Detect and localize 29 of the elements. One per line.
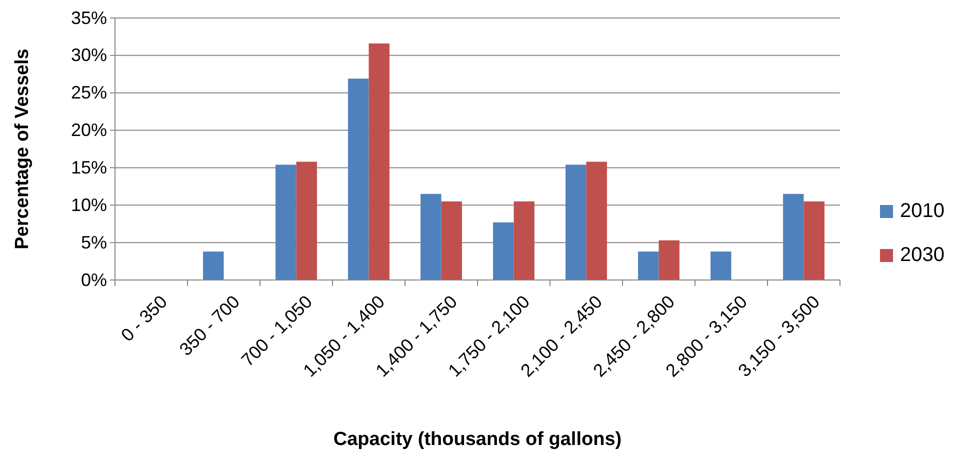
y-tick-label: 30%: [70, 45, 107, 66]
bar: [420, 194, 442, 280]
y-tick-label: 25%: [70, 82, 107, 103]
y-tick-label: 15%: [70, 157, 107, 178]
y-tick-label: 0%: [80, 270, 107, 290]
bar: [296, 162, 317, 280]
y-axis-title: Percentage of Vessels: [12, 48, 33, 250]
bar: [658, 240, 680, 280]
bar: [276, 164, 296, 280]
legend-label: 2030: [900, 244, 944, 266]
y-tick-label: 35%: [70, 8, 107, 28]
bar: [638, 252, 659, 280]
bar: [203, 252, 224, 280]
bar: [566, 164, 586, 280]
y-tick-label: 5%: [80, 232, 107, 252]
bar: [710, 252, 732, 280]
bar: [368, 43, 390, 280]
bar: [348, 78, 369, 280]
bar: [441, 201, 462, 280]
y-tick-label: 20%: [70, 120, 107, 140]
bar: [514, 201, 534, 280]
x-tick-label: 0 - 350: [117, 292, 171, 346]
x-axis-title: Capacity (thousands of gallons): [333, 429, 622, 450]
bar: [586, 162, 607, 280]
bar: [783, 194, 804, 280]
y-tick-label: 10%: [70, 194, 107, 215]
legend-label: 2010: [900, 200, 944, 222]
bar: [493, 222, 514, 280]
bar: [804, 201, 824, 280]
